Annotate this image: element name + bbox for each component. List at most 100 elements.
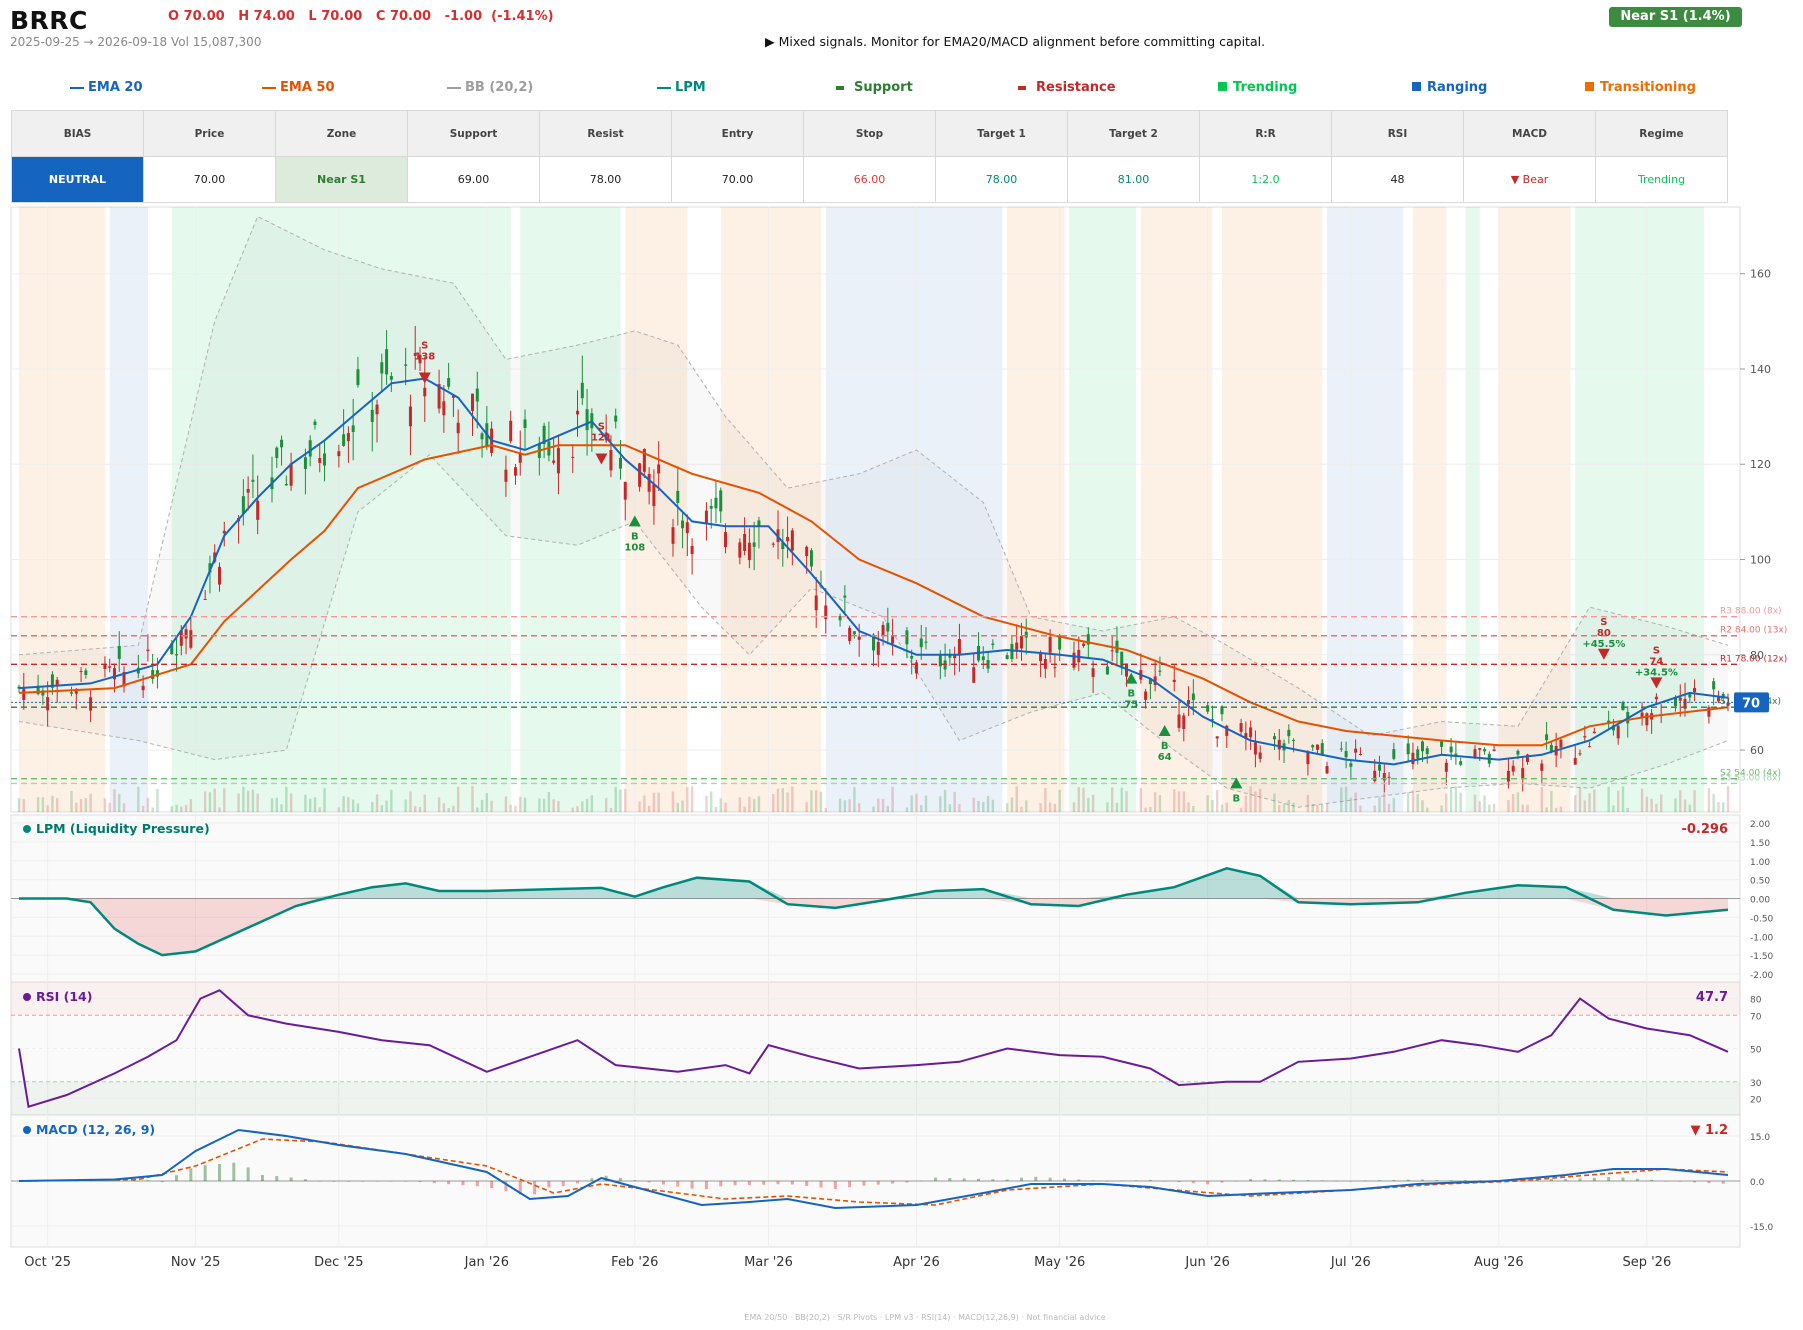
macd-histogram-bar <box>160 1181 164 1183</box>
volume-bar <box>590 795 594 812</box>
candle-body <box>1210 719 1214 721</box>
candle-body <box>155 670 159 677</box>
volume-bar <box>1072 802 1076 812</box>
candle-body <box>117 646 121 659</box>
candle-body <box>1225 725 1229 736</box>
candle-body <box>914 662 918 674</box>
volume-bar <box>1349 797 1353 812</box>
footer-note: EMA 20/50 · BB(20,2) · S/R Pivots · LPM … <box>744 1313 1106 1322</box>
volume-bar <box>1177 791 1181 812</box>
macd-histogram-bar <box>518 1181 522 1195</box>
volume-bar <box>270 798 274 812</box>
candle-body <box>308 440 312 457</box>
regime-band-ranging <box>1327 207 1404 812</box>
candle-body <box>872 634 875 651</box>
macd-histogram-bar <box>1564 1179 1568 1181</box>
candle-body <box>323 453 327 466</box>
volume-bar <box>1239 807 1243 812</box>
volume-bar <box>1287 799 1291 812</box>
candle-body <box>881 624 885 636</box>
level-label: S3 53.00 (8x) <box>1720 773 1781 783</box>
volume-bar <box>920 805 923 812</box>
volume-bar <box>323 788 326 812</box>
sell-price: 80 <box>1597 628 1611 639</box>
volume-bar <box>175 804 178 812</box>
volume-bar <box>609 807 613 812</box>
lpm-y-tick-label: 0.50 <box>1750 877 1770 887</box>
sell-price: 74 <box>1649 656 1663 667</box>
legend-item-ema-50: EMA 50 <box>262 80 335 95</box>
volume-bar <box>1473 794 1477 812</box>
macd-histogram-bar <box>633 1180 637 1181</box>
volume-bar <box>1316 804 1319 812</box>
lpm-y-tick-label: -1.50 <box>1750 952 1774 962</box>
candle-body <box>638 463 642 487</box>
buy-marker <box>628 515 641 527</box>
candle-body <box>318 458 322 463</box>
volume-bar <box>1722 802 1725 812</box>
macd-histogram-bar <box>375 1181 379 1182</box>
candle-body <box>1115 640 1119 653</box>
volume-bar <box>1588 793 1591 812</box>
volume-bar <box>810 790 813 812</box>
candle-body <box>704 510 708 524</box>
table-cell-target-1: 78.00 <box>935 156 1068 203</box>
volume-bar <box>251 789 255 812</box>
volume-bar <box>1020 806 1023 812</box>
lpm-title-dot <box>23 825 31 833</box>
candle-body <box>824 605 828 620</box>
volume-bar <box>476 807 479 812</box>
candle-body <box>790 530 794 551</box>
regime-band-ranging <box>825 207 1003 812</box>
candle-body <box>1010 643 1014 659</box>
candle-body <box>504 469 508 482</box>
macd-histogram-bar <box>948 1178 952 1181</box>
table-header-price: Price <box>143 110 276 157</box>
table-cell-stop: 66.00 <box>803 156 936 203</box>
legend-label: LPM <box>675 80 706 95</box>
table-cell-resist: 78.00 <box>539 156 672 203</box>
macd-y-tick-label: -15.0 <box>1750 1223 1774 1233</box>
macd-histogram-bar <box>447 1181 451 1185</box>
volume-bar <box>318 807 321 812</box>
macd-histogram-bar <box>1077 1179 1081 1181</box>
lpm-y-tick-label: 1.00 <box>1750 858 1770 868</box>
macd-signal-line <box>18 1138 1729 1206</box>
regime-band-trending <box>1069 207 1137 812</box>
macd-histogram-bar <box>1249 1179 1253 1181</box>
volume-bar <box>853 787 856 812</box>
table-cell-rsi: 48 <box>1331 156 1464 203</box>
macd-histogram-bar <box>576 1181 580 1184</box>
volume-bar <box>805 801 808 812</box>
candle-body <box>1416 749 1420 759</box>
volume-bar <box>948 804 952 812</box>
volume-bar <box>1478 801 1481 812</box>
volume-bar <box>1278 805 1281 812</box>
volume-bar <box>815 790 818 812</box>
candle-body <box>1678 697 1682 701</box>
table-header-target-1: Target 1 <box>935 110 1068 157</box>
candle-body <box>1683 698 1687 709</box>
candle-body <box>1272 736 1276 740</box>
sell-price: 121 <box>591 432 612 443</box>
volume-bar <box>371 801 374 812</box>
candle-body <box>1039 652 1043 662</box>
candle-body <box>1005 655 1009 660</box>
table-header-regime: Regime <box>1595 110 1728 157</box>
volume-bar <box>719 798 722 812</box>
candle-body <box>848 627 852 641</box>
macd-histogram-bar <box>1607 1177 1611 1181</box>
candle-body <box>1320 743 1324 755</box>
candle-body <box>1249 727 1253 738</box>
candle-body <box>1206 705 1210 712</box>
volume-bar <box>542 798 546 812</box>
table-header-stop: Stop <box>803 110 936 157</box>
volume-bar <box>89 793 92 812</box>
volume-bar <box>1717 801 1720 812</box>
macd-histogram-bar <box>561 1181 565 1187</box>
volume-bar <box>1383 793 1386 812</box>
candle-body <box>70 692 74 694</box>
volume-bar <box>208 792 212 812</box>
volume-bar <box>1516 792 1520 812</box>
candle-body <box>642 449 646 472</box>
